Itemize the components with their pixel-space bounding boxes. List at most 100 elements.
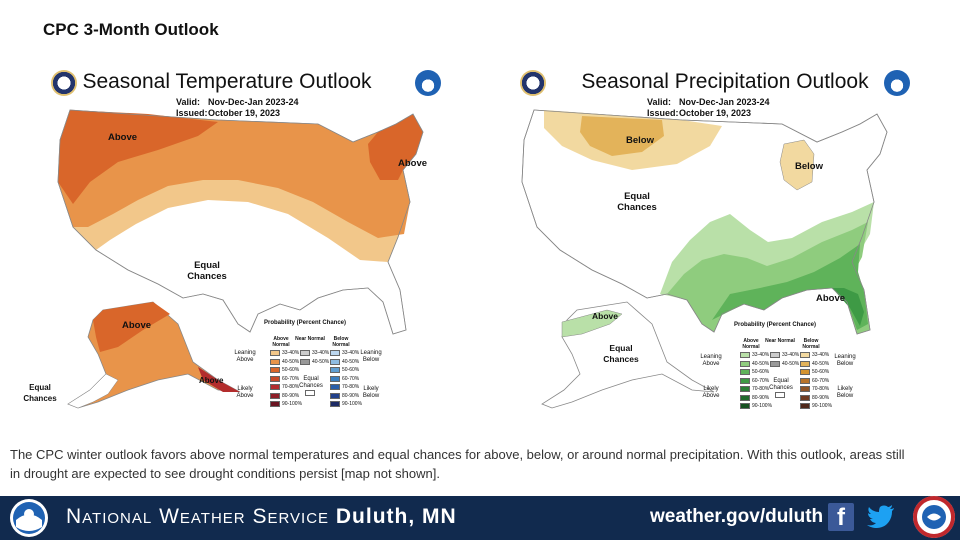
temperature-issued-label: Issued: <box>176 108 208 118</box>
precipitation-valid-value: Nov-Dec-Jan 2023-24 <box>679 97 770 107</box>
precipitation-valid-label: Valid: <box>647 97 672 107</box>
precipitation-equal-chances-alaska-label: Equal Chances <box>603 343 639 364</box>
precipitation-legend-pct-right-3: 60-70% <box>812 377 830 384</box>
precipitation-legend-swatch-left-6 <box>740 403 750 409</box>
temperature-legend-pct-left-3: 60-70% <box>282 375 300 382</box>
precipitation-below-north-label: Below <box>626 135 654 146</box>
precipitation-outlook-panel: Seasonal Precipitation Outlook Valid: Nov… <box>492 62 934 418</box>
precip-wet-40-50 <box>667 222 870 334</box>
temperature-legend-col-left: Above Normal <box>272 336 290 348</box>
precipitation-legend-swatch-left-2 <box>740 369 750 375</box>
doc-seal-icon <box>51 70 77 96</box>
temperature-legend-swatch-right-4 <box>330 384 340 390</box>
temperature-legend-swatch-left-5 <box>270 392 280 399</box>
temperature-legend-swatch-mid-0 <box>300 350 310 356</box>
precipitation-legend-pct-left-1: 40-50% <box>752 360 770 367</box>
temperature-outlook-map <box>57 109 424 409</box>
precipitation-legend-swatch-mid-1 <box>770 360 780 367</box>
precipitation-legend-col-left: Above Normal <box>742 338 760 350</box>
temperature-legend-swatch-right-6 <box>330 401 340 407</box>
precipitation-legend-swatch-right-1 <box>800 360 810 367</box>
temperature-legend-pct-left-2: 50-60% <box>282 367 300 373</box>
temperature-legend-pct-right-1: 40-50% <box>342 358 360 365</box>
doc-seal-icon <box>520 70 546 96</box>
precipitation-legend-pct-right-6: 90-100% <box>812 403 833 409</box>
precipitation-legend-swatch-left-1 <box>740 360 750 367</box>
temperature-legend-swatch-mid-1 <box>300 358 310 365</box>
temp-band-50-60-west <box>58 110 218 204</box>
temperature-legend-left-bottom: Likely Above <box>236 386 254 399</box>
temperature-outlook-panel: Seasonal Temperature Outlook Valid: Nov-D… <box>18 62 460 418</box>
precipitation-above-alaska-label: Above <box>592 311 618 321</box>
temperature-legend-right-top: Leaning Below <box>360 350 382 363</box>
temperature-legend-pct-right-3: 60-70% <box>342 375 360 382</box>
precipitation-valid-issued: Valid: Nov-Dec-Jan 2023-24 Issued:October… <box>647 97 770 119</box>
precipitation-below-michigan-label: Below <box>795 161 823 172</box>
precipitation-legend-pct-mid-1: 40-50% <box>782 360 800 367</box>
caption-text: The CPC winter outlook favors above norm… <box>10 447 905 481</box>
precipitation-above-southeast-label: Above <box>816 293 846 304</box>
precipitation-issued-label: Issued: <box>647 108 679 118</box>
precipitation-legend-equal-chances: Equal Chances <box>769 378 793 391</box>
temperature-legend-pct-mid-0: 33-40% <box>312 350 330 356</box>
temperature-legend-swatch-left-6 <box>270 401 280 407</box>
precip-dry-40-50 <box>580 116 664 156</box>
twitter-icon[interactable] <box>866 503 896 531</box>
temperature-legend-swatch-right-5 <box>330 392 340 399</box>
precipitation-legend-swatch-right-6 <box>800 403 810 409</box>
precipitation-legend-pct-left-3: 60-70% <box>752 377 770 384</box>
temperature-above-west-label: Above <box>108 132 138 143</box>
precipitation-legend-left-bottom: Likely Above <box>702 386 720 399</box>
precipitation-legend: Probability (Percent Chance) Above Norma… <box>700 322 878 422</box>
temperature-legend-left-top: Leaning Above <box>234 350 256 363</box>
temperature-equal-chances-alaska-label: Equal Chances <box>23 383 57 403</box>
temperature-legend-swatch-right-3 <box>330 375 340 382</box>
precipitation-legend-swatch-right-5 <box>800 394 810 401</box>
precipitation-legend-swatch-right-2 <box>800 369 810 375</box>
temperature-legend-col-right: Below Normal <box>332 336 350 348</box>
temperature-legend-right-bottom: Likely Below <box>362 386 380 399</box>
temperature-legend-pct-left-0: 33-40% <box>282 350 300 356</box>
temperature-legend-pct-right-2: 50-60% <box>342 367 360 373</box>
precipitation-legend-swatch-left-0 <box>740 352 750 358</box>
noaa-logo-icon <box>884 70 910 96</box>
temperature-legend-equal-chances: Equal Chances <box>299 376 323 389</box>
precipitation-legend-swatch-right-4 <box>800 386 810 392</box>
precipitation-legend-pct-left-0: 33-40% <box>752 352 770 358</box>
temperature-legend-swatch-left-2 <box>270 367 280 373</box>
precipitation-legend-right-top: Leaning Below <box>834 354 856 367</box>
temperature-legend-pct-left-6: 90-100% <box>282 401 303 407</box>
precipitation-legend-pct-right-0: 33-40% <box>812 352 830 358</box>
temperature-outlook-title: Seasonal Temperature Outlook <box>82 70 372 93</box>
temperature-legend-title: Probability (Percent Chance) <box>263 320 347 326</box>
temperature-legend-pct-left-1: 40-50% <box>282 358 300 365</box>
temperature-legend-ec-swatch <box>305 390 315 396</box>
website-link[interactable]: weather.gov/duluth <box>650 506 824 527</box>
temperature-above-northeast-label: Above <box>398 158 428 169</box>
facebook-icon[interactable]: f <box>828 503 854 531</box>
precip-dry-michigan <box>779 139 815 191</box>
temperature-legend-pct-right-4: 70-80% <box>342 384 360 390</box>
slide-title: CPC 3-Month Outlook <box>43 20 219 39</box>
temperature-legend-col-mid: Near Normal <box>295 336 325 342</box>
temperature-legend-pct-left-5: 80-90% <box>282 392 300 399</box>
temperature-valid-issued: Valid: Nov-Dec-Jan 2023-24 Issued:October… <box>176 97 299 119</box>
alaska-wet-33-40 <box>561 309 623 338</box>
temperature-legend-swatch-right-1 <box>330 358 340 365</box>
temperature-issued-value: October 19, 2023 <box>208 108 281 118</box>
precipitation-legend-pct-left-5: 80-90% <box>752 394 770 401</box>
precipitation-legend-swatch-mid-0 <box>770 352 780 358</box>
precipitation-legend-swatch-left-5 <box>740 394 750 401</box>
precipitation-legend-swatch-right-3 <box>800 377 810 384</box>
temperature-valid-label: Valid: <box>176 97 201 107</box>
temperature-legend-pct-left-4: 70-80% <box>282 384 300 390</box>
nws-name-prefix: National Weather Service <box>66 505 330 528</box>
precipitation-legend-pct-left-2: 50-60% <box>752 369 770 375</box>
temperature-above-alaska-label: Above <box>122 320 152 331</box>
nws-office: Duluth, MN <box>335 505 457 528</box>
temperature-valid-value: Nov-Dec-Jan 2023-24 <box>208 97 299 107</box>
nws-office-name: National Weather Service Duluth, MN <box>66 505 457 529</box>
precipitation-legend-title: Probability (Percent Chance) <box>733 322 817 328</box>
footer-bar: National Weather Service Duluth, MN weat… <box>0 496 960 540</box>
temperature-legend-swatch-left-4 <box>270 384 280 390</box>
